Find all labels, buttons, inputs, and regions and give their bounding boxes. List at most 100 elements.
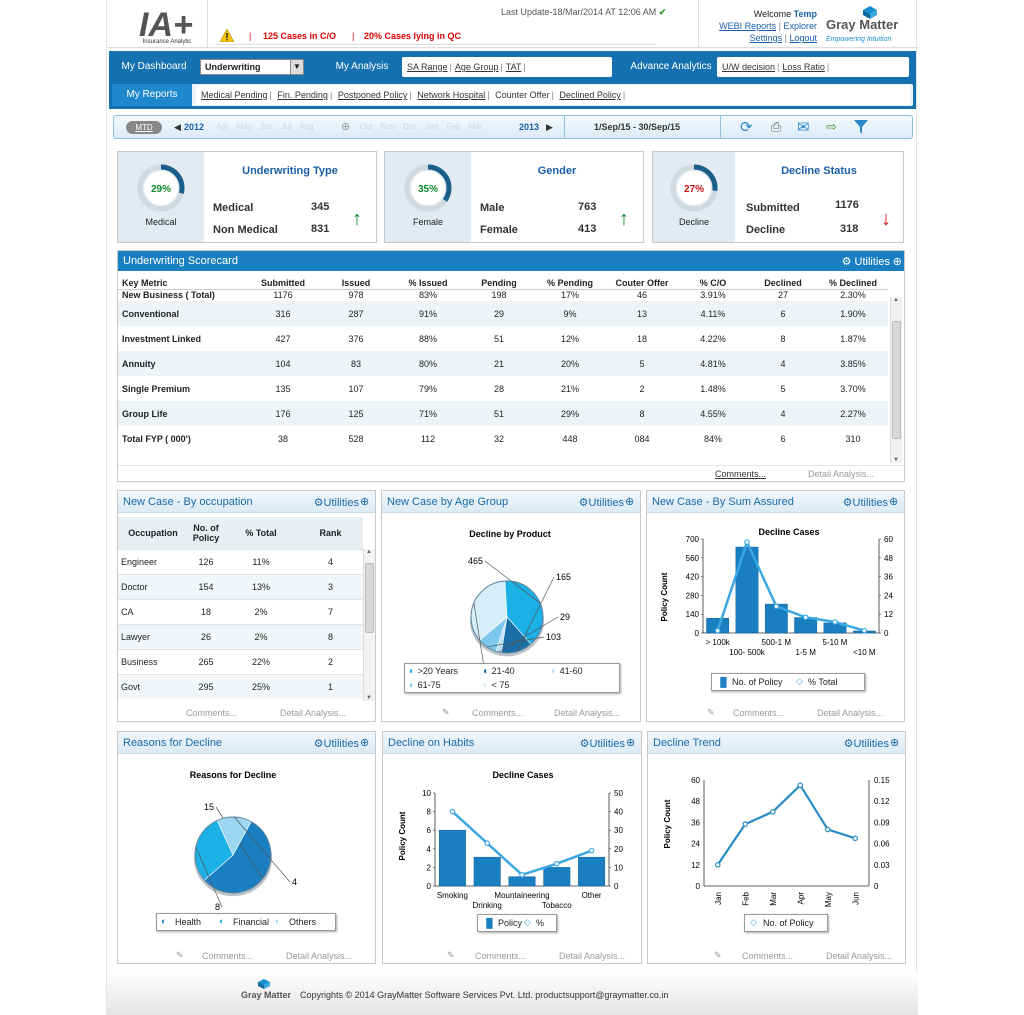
legend-label[interactable]: Others — [289, 917, 317, 927]
settings-link[interactable]: Settings — [749, 33, 783, 43]
wrench-icon[interactable]: ✎ — [447, 950, 455, 960]
comments-link[interactable]: Comments... — [186, 708, 238, 718]
legend-item[interactable]: ◐ 41-60 — [551, 666, 621, 677]
table-row[interactable]: Govt 295 25% 1 — [118, 673, 363, 699]
detail-analysis-link[interactable]: Detail Analysis... — [280, 708, 347, 718]
utilities-button[interactable]: ⚙Utilities — [314, 496, 359, 509]
counter-offer-link[interactable]: Counter Offer — [495, 90, 550, 100]
detail-analysis-link[interactable]: Detail Analysis... — [826, 951, 893, 961]
webi-reports-link[interactable]: WEBI Reports — [719, 21, 777, 31]
alert-qc-cases[interactable]: 20% Cases lying in QC — [364, 31, 462, 41]
dashboard-select[interactable]: Underwriting ▼ — [200, 59, 304, 75]
legend-label[interactable]: Financial — [233, 917, 270, 927]
month-item[interactable]: Apr — [216, 122, 229, 131]
detail-analysis-link[interactable]: Detail Analysis... — [817, 708, 884, 718]
table-row[interactable]: Business 265 22% 2 — [118, 648, 363, 674]
scroll-down-icon[interactable]: ▼ — [366, 695, 372, 701]
utilities-button[interactable]: ⚙Utilities — [579, 496, 624, 509]
month-item[interactable]: Oct — [360, 122, 373, 131]
postponed-policy-link[interactable]: Postponed Policy — [337, 90, 408, 100]
legend-item[interactable]: ◐ >20 Years — [409, 666, 484, 677]
ia-logo[interactable]: IA+ Insurance Analytic — [131, 4, 203, 46]
explorer-link[interactable]: Explorer — [783, 21, 817, 31]
advance-analytics-button[interactable]: Advance Analytics — [630, 61, 712, 72]
my-analysis-button[interactable]: My Analysis — [335, 61, 389, 72]
wrench-icon[interactable]: ✎ — [714, 950, 722, 960]
legend-label[interactable]: No. of Policy — [763, 918, 814, 928]
wrench-icon[interactable]: ✎ — [442, 707, 450, 717]
scroll-thumb[interactable] — [892, 321, 901, 439]
month-item[interactable]: Aug — [299, 122, 314, 131]
table-row[interactable]: Engineer 126 11% 4 — [118, 548, 363, 574]
fin-pending-link[interactable]: Fin. Pending — [277, 90, 328, 100]
comments-link[interactable]: Comments... — [202, 951, 254, 961]
month-item[interactable]: May — [236, 122, 252, 131]
comments-link[interactable]: Comments... — [475, 951, 527, 961]
legend-label[interactable]: % Total — [808, 677, 838, 687]
age-group-link[interactable]: Age Group — [454, 62, 499, 72]
comments-link[interactable]: Comments... — [715, 469, 767, 479]
year-prev[interactable]: 2012 — [184, 122, 205, 132]
year-next[interactable]: 2013 — [519, 122, 540, 132]
table-row[interactable]: Group Life 176 125 71% 51 29% 8 4.55% 4 2.27% — [118, 401, 888, 426]
scrollbar[interactable]: ▲ ▼ — [890, 297, 902, 463]
legend-item[interactable]: ◐ 61-75 — [409, 680, 484, 691]
legend-item[interactable]: ◐ 21-40 — [483, 666, 553, 677]
scroll-down-icon[interactable]: ▼ — [893, 457, 899, 463]
zoom-icon[interactable]: ⊕ — [890, 737, 900, 749]
logout-link[interactable]: Logout — [789, 33, 817, 43]
table-row[interactable]: Annuity 104 83 80% 21 20% 5 4.81% 4 3.85% — [118, 351, 888, 376]
month-item[interactable]: Nov — [380, 122, 395, 131]
medical-pending-link[interactable]: Medical Pending — [201, 90, 268, 100]
table-row[interactable]: CA 18 2% 7 — [118, 598, 363, 624]
comments-link[interactable]: Comments... — [742, 951, 794, 961]
my-reports-button[interactable]: My Reports — [112, 84, 192, 106]
sa-range-link[interactable]: SA Range — [407, 62, 448, 72]
month-item[interactable]: Jul — [281, 122, 292, 131]
detail-analysis-link[interactable]: Detail Analysis... — [559, 951, 626, 961]
month-item[interactable]: Jan — [425, 122, 439, 131]
month-item[interactable]: Feb — [446, 122, 461, 131]
alert-co-cases[interactable]: 125 Cases in C/O — [263, 31, 337, 41]
scroll-up-icon[interactable]: ▲ — [893, 297, 899, 303]
utilities-button[interactable]: ⚙ Utilities — [842, 255, 890, 268]
scrollbar[interactable]: ▲ ▼ — [363, 549, 375, 701]
chevron-down-icon[interactable]: ▼ — [290, 60, 303, 74]
zoom-icon[interactable]: ⊕ — [360, 737, 370, 749]
table-row[interactable]: Conventional 316 287 91% 29 9% 13 4.11% 6 1.90% — [118, 301, 888, 326]
detail-analysis-link[interactable]: Detail Analysis... — [286, 951, 353, 961]
table-row[interactable]: Lawyer 26 2% 8 — [118, 623, 363, 649]
my-dashboard-button[interactable]: My Dashboard — [121, 61, 187, 72]
wrench-icon[interactable]: ✎ — [707, 707, 715, 717]
table-row[interactable]: Doctor 154 13% 3 — [118, 573, 363, 599]
comments-link[interactable]: Comments... — [472, 708, 524, 718]
chevron-right-icon[interactable]: ▶ — [546, 122, 553, 132]
tat-link[interactable]: TAT — [505, 62, 522, 72]
period-toggle[interactable]: MTD — [126, 121, 162, 134]
legend-item[interactable]: ◐ < 75 — [483, 680, 553, 691]
detail-analysis-link[interactable]: Detail Analysis... — [554, 708, 621, 718]
month-item[interactable]: Dec — [403, 122, 418, 131]
table-row[interactable]: New Business ( Total) 1176 978 83% 198 17% 46 3… — [118, 289, 888, 301]
detail-analysis-link[interactable]: Detail Analysis... — [808, 469, 875, 479]
wrench-icon[interactable]: ✎ — [176, 950, 184, 960]
table-row[interactable]: Investment Linked 427 376 88% 51 12% 18 4.22% 8 1… — [118, 326, 888, 351]
comments-link[interactable]: Comments... — [733, 708, 785, 718]
table-row[interactable]: Total FYP ( 000') 38 528 112 32 448 084 84% 6 310 — [118, 426, 888, 451]
refresh-icon[interactable]: ⟳ — [740, 119, 753, 136]
loss-ratio-link[interactable]: Loss Ratio — [782, 62, 825, 72]
zoom-icon[interactable]: ⊕ — [625, 496, 635, 508]
utilities-button[interactable]: ⚙Utilities — [314, 737, 359, 750]
network-hospital-link[interactable]: Network Hospital — [417, 90, 486, 100]
chevron-left-icon[interactable]: ◀ — [174, 122, 181, 132]
legend-label[interactable]: No. of Policy — [732, 677, 783, 687]
scroll-thumb[interactable] — [365, 563, 374, 633]
print-icon[interactable]: ⎙ — [771, 119, 782, 134]
export-icon[interactable]: ⇨ — [826, 119, 837, 134]
utilities-button[interactable]: ⚙Utilities — [844, 737, 889, 750]
zoom-icon[interactable]: ⊕ — [889, 496, 899, 508]
filter-icon[interactable] — [854, 120, 868, 135]
mail-icon[interactable]: ✉ — [797, 119, 810, 136]
month-item[interactable]: Jun — [260, 122, 273, 131]
table-row[interactable]: Single Premium 135 107 79% 28 21% 2 1.48% 5 3.70% — [118, 376, 888, 401]
